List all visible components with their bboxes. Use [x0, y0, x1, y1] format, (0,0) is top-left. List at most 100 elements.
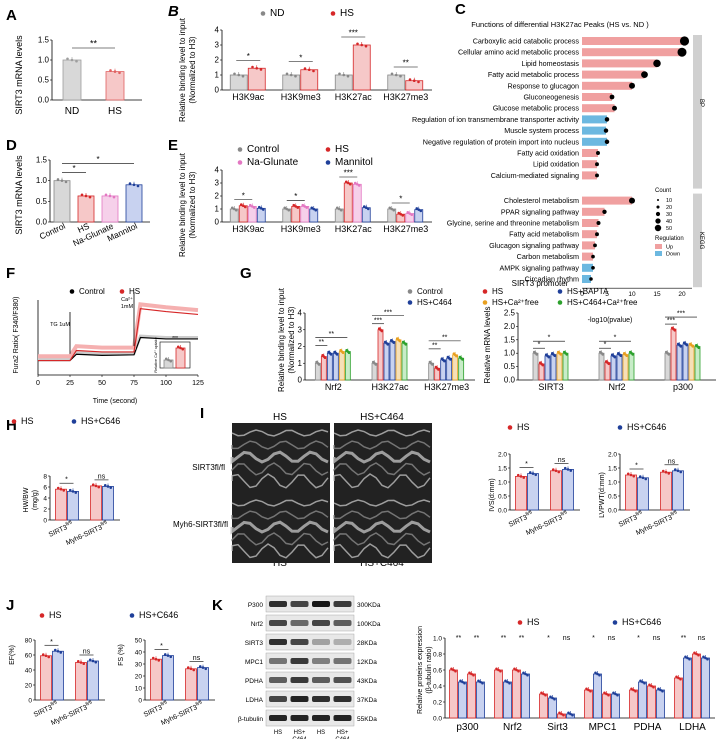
y-tick-label: 20 — [135, 674, 143, 681]
data-point — [329, 353, 333, 356]
legend: Control HS HS+BAPTA HS+C464 HS+Ca²⁺free HS+C4… — [407, 287, 638, 307]
data-point — [296, 206, 300, 209]
data-point — [404, 343, 408, 346]
data-point — [569, 712, 572, 716]
data-point — [544, 693, 547, 697]
sig-label: ** — [519, 635, 525, 642]
legend: HS HS+C646 — [507, 422, 666, 432]
data-point — [198, 665, 202, 668]
lane-label: HS — [317, 730, 325, 736]
data-point — [522, 671, 525, 675]
data-point — [374, 363, 378, 366]
data-point — [136, 184, 140, 188]
data-point — [109, 69, 112, 72]
y-tick-label: 0.0 — [504, 376, 516, 385]
bar — [682, 343, 689, 381]
bar — [428, 362, 435, 381]
sig-label: ** — [329, 331, 335, 338]
data-point — [301, 203, 305, 207]
legend-label: HS — [527, 617, 540, 627]
data-point — [356, 42, 359, 46]
data-point — [679, 345, 683, 348]
bar — [512, 669, 521, 719]
y-tick-label: 1.0 — [504, 349, 516, 358]
y-axis-label: SIRT3 mRNA levels — [14, 155, 24, 235]
sig-label: * — [604, 342, 607, 349]
bar — [332, 352, 339, 381]
blot-strip — [265, 595, 355, 613]
data-point — [535, 353, 539, 356]
data-point — [706, 657, 709, 661]
data-point — [587, 688, 590, 692]
sig-label: * — [247, 52, 250, 61]
data-point — [204, 667, 208, 671]
legend-label: HS — [21, 416, 34, 426]
data-point — [394, 73, 398, 77]
blot-strip — [265, 652, 355, 670]
lane-label: C464 — [335, 737, 350, 739]
count-dot — [591, 254, 595, 259]
blot-band — [290, 677, 309, 683]
echo-trace — [333, 499, 431, 507]
data-point — [452, 668, 455, 672]
count-dot — [596, 151, 600, 155]
y-axis-label-2: (Normalized to H3) — [188, 36, 197, 103]
data-point — [88, 195, 92, 199]
legend: HS HS+C646 — [517, 617, 661, 627]
sig-label: * — [525, 461, 528, 468]
bar — [629, 689, 638, 719]
count-dot — [595, 173, 599, 178]
legend-swatch — [557, 300, 563, 305]
y-tick-label: 2 — [215, 192, 220, 201]
data-point — [91, 659, 95, 663]
y-tick-label: 80 — [25, 638, 33, 645]
data-point — [685, 343, 689, 347]
bar — [622, 354, 629, 381]
row-label: SIRT3fl/fl — [192, 463, 225, 472]
blot-band — [290, 639, 309, 645]
x-tick-label: H3K9me3 — [281, 224, 321, 234]
x-tick-label: HS — [108, 106, 122, 117]
legend-label: HS — [517, 422, 530, 432]
bar — [338, 351, 345, 381]
bar — [692, 653, 701, 719]
data-point — [234, 208, 238, 212]
y-axis-label: HW/BW — [23, 487, 30, 512]
bar — [593, 673, 602, 719]
legend-swatch — [557, 289, 563, 294]
data-point — [632, 474, 636, 478]
legend-label: 30 — [666, 212, 672, 218]
bar — [377, 329, 384, 381]
data-point — [607, 362, 611, 366]
y-tick-label: 0.2 — [433, 700, 442, 707]
y-tick-label: 0 — [138, 698, 142, 705]
bar — [582, 48, 682, 57]
echo-image — [232, 493, 330, 563]
data-point — [154, 657, 158, 661]
blot-kda: 300KDa — [357, 602, 381, 609]
data-point — [479, 680, 482, 684]
data-point — [91, 483, 95, 487]
bar — [638, 681, 647, 719]
data-point — [56, 486, 60, 490]
data-point — [70, 58, 74, 62]
count-dot — [629, 82, 635, 89]
strip-label: BP — [698, 99, 704, 107]
y-axis-label: Relative binding level to input — [277, 287, 286, 392]
bar — [387, 74, 406, 91]
x-tick-label: H3K27ac — [371, 382, 409, 392]
term-label: Cholesterol metabolism — [504, 196, 579, 205]
data-point — [585, 687, 588, 691]
echo-trace — [231, 543, 329, 559]
x-tick-label: Nrf2 — [325, 382, 342, 392]
sig-label: * — [538, 342, 541, 349]
data-point — [632, 688, 635, 692]
sig-label: * — [399, 195, 402, 204]
blot-band — [269, 696, 287, 702]
term-label: Glucagon signaling pathway — [489, 241, 579, 250]
legend-swatch — [260, 11, 266, 16]
bar — [476, 681, 485, 719]
x-tick-label: Nrf2 — [608, 382, 625, 392]
bar — [401, 342, 408, 381]
x-tick-label: Sirt3 — [547, 722, 568, 733]
